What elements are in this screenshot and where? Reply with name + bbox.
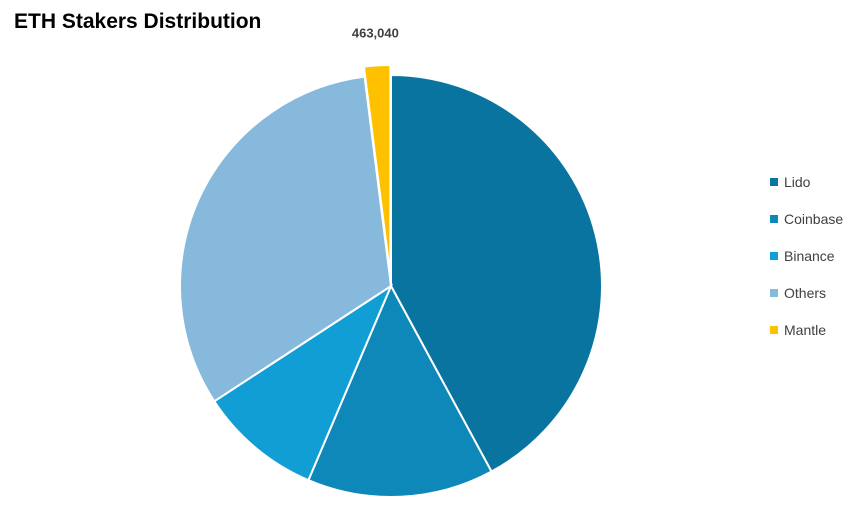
pie-slice-others: [179, 75, 393, 403]
legend-label: Coinbase: [784, 210, 844, 227]
pie-data-labels: 463,040: [352, 25, 399, 40]
legend-swatch-mantle: [770, 325, 778, 334]
legend-item-binance: Binance: [770, 237, 843, 274]
pie-slice-binance: [212, 283, 394, 482]
legend-item-others: Others: [770, 274, 843, 311]
legend-label: Others: [784, 284, 827, 301]
chart-title: ETH Stakers Distribution: [14, 10, 262, 33]
legend-swatch-others: [770, 288, 778, 297]
pie-slice-lido: [390, 73, 603, 473]
legend-label: Binance: [784, 247, 835, 264]
legend-item-mantle: Mantle: [770, 311, 843, 348]
legend-label: Lido: [784, 173, 811, 190]
legend-item-lido: Lido: [770, 163, 843, 200]
legend-swatch-binance: [770, 251, 778, 260]
pie-slice-mantle: [362, 64, 392, 277]
legend-swatch-coinbase: [770, 214, 778, 223]
legend-item-coinbase: Coinbase: [770, 200, 843, 237]
data-label-mantle: 463,040: [352, 25, 399, 40]
pie-slices: [179, 64, 603, 498]
legend-label: Mantle: [784, 321, 827, 338]
pie-slice-coinbase: [307, 283, 493, 498]
legend-swatch-lido: [770, 177, 778, 186]
chart-legend: Lido Coinbase Binance Others Mantle: [770, 163, 843, 348]
